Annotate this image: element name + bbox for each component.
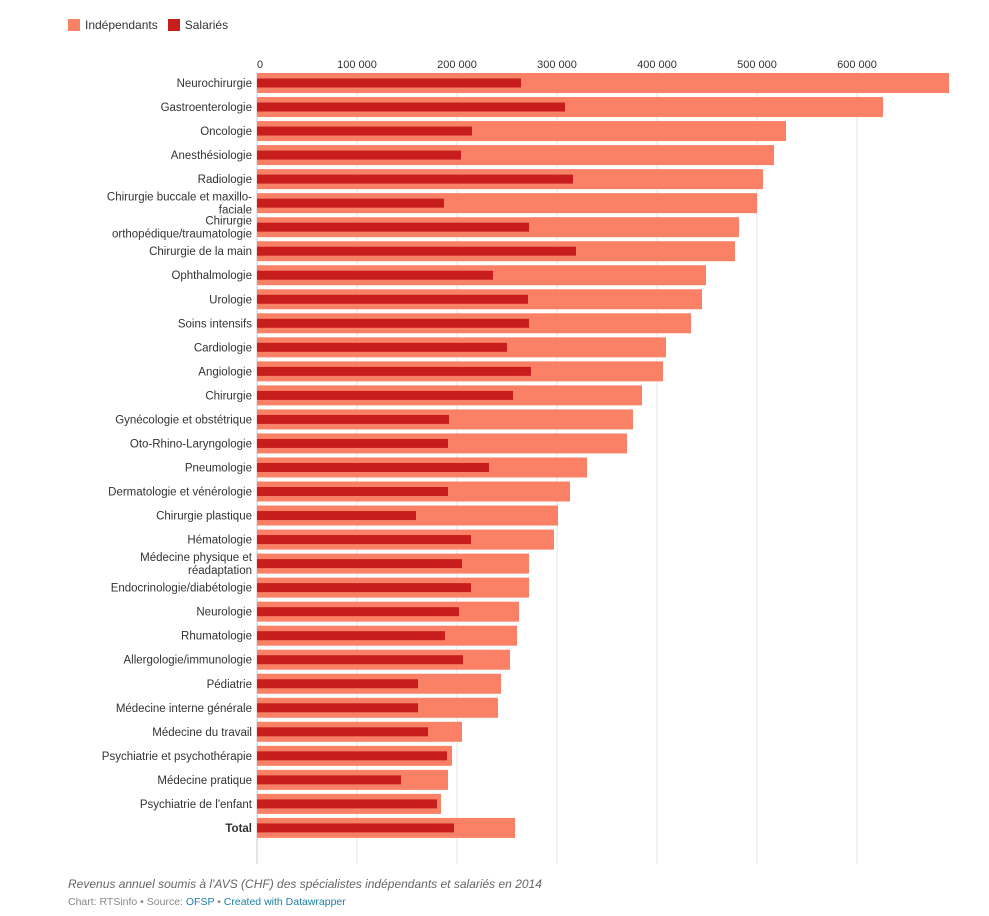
source-link[interactable]: OFSP — [185, 896, 215, 908]
legend-item-independants: Indépendants — [68, 18, 158, 32]
bar-salaries-chirurgie-plastique — [257, 511, 416, 521]
y-tick-label-chirurgie-plastique: Chirurgie plastique — [156, 511, 252, 523]
y-tick-label-pediatrie: Pédiatrie — [207, 679, 252, 691]
y-tick-label-gynecologie-et-obstetrique: Gynécologie et obstétrique — [115, 414, 252, 426]
bar-salaries-total — [257, 823, 454, 833]
x-tick-label-5: 500 000 — [737, 59, 777, 71]
x-tick-label-0: 0 — [257, 59, 263, 71]
y-tick-label-cardiologie: Cardiologie — [194, 342, 252, 354]
chart-credits: Chart: RTSinfo • Source: OFSP • Created … — [68, 896, 346, 908]
bar-salaries-chirurgie-buccale-et-maxillo-faciale — [257, 198, 444, 208]
bar-salaries-gynecologie-et-obstetrique — [257, 414, 449, 424]
bar-salaries-dermatologie-et-venerologie — [257, 487, 448, 497]
x-tick-label-6: 600 000 — [837, 59, 877, 71]
bar-chart: 0 100 000 200 000 300 000 400 000 500 000 600 … — [102, 59, 949, 864]
y-tick-label-endocrinologie-diabetologie: Endocrinologie/diabétologie — [111, 583, 252, 595]
bar-salaries-allergologie-immunologie — [257, 655, 463, 665]
chart-legend: Indépendants Salariés — [68, 15, 238, 35]
bar-independants-gastroenterologie — [257, 97, 883, 118]
bar-salaries-chirurgie — [257, 390, 513, 400]
bar-salaries-gastroenterologie — [257, 102, 565, 112]
bar-independants-chirurgie-buccale-et-maxillo-faciale — [257, 193, 757, 214]
bar-salaries-chirurgie-de-la-main — [257, 246, 576, 256]
bar-independants-neurochirurgie — [257, 73, 949, 93]
bar-salaries-medecine-du-travail — [257, 727, 428, 737]
legend-item-salaries: Salariés — [167, 18, 229, 32]
x-tick-label-4: 400 000 — [637, 59, 677, 71]
legend-swatch-independants — [68, 19, 80, 31]
bar-salaries-angiologie — [257, 366, 531, 376]
x-tick-label-3: 300 000 — [537, 59, 577, 71]
y-tick-label-psychiatrie-de-l-enfant: Psychiatrie de l'enfant — [140, 799, 253, 811]
bar-salaries-chirurgie-orthopedique-traumatologie — [257, 222, 529, 232]
y-tick-label-urologie: Urologie — [209, 294, 252, 306]
bar-salaries-ophthalmologie — [257, 270, 493, 280]
y-tick-label-pneumologie: Pneumologie — [185, 462, 252, 474]
y-tick-label-dermatologie-et-venerologie: Dermatologie et vénérologie — [108, 487, 252, 499]
x-tick-label-1: 100 000 — [337, 59, 377, 71]
bar-salaries-neurologie — [257, 607, 459, 617]
y-tick-label-medecine-pratique: Médecine pratique — [157, 775, 252, 787]
credit-prefix: Chart: RTSinfo • Source: — [68, 896, 186, 908]
y-tick-label-psychiatrie-et-psychotherapie: Psychiatrie et psychothérapie — [102, 751, 252, 763]
y-tick-label-neurologie: Neurologie — [196, 607, 252, 619]
y-tick-label-medecine-physique-et-readaptation: Médecine physique et réadaptation — [140, 552, 253, 577]
bar-salaries-oto-rhino-laryngologie — [257, 438, 448, 448]
x-tick-label-2: 200 000 — [437, 59, 477, 71]
bar-salaries-pediatrie — [257, 679, 418, 689]
y-tick-label-radiologie: Radiologie — [198, 174, 252, 186]
bar-salaries-medecine-physique-et-readaptation — [257, 559, 462, 569]
y-tick-label-chirurgie: Chirurgie — [205, 390, 252, 402]
y-tick-label-anesthesiologie: Anesthésiologie — [171, 150, 252, 162]
legend-label-salaries: Salariés — [184, 18, 229, 32]
bar-salaries-pneumologie — [257, 462, 489, 472]
legend-label-independants: Indépendants — [85, 18, 158, 32]
y-tick-label-angiologie: Angiologie — [198, 366, 252, 378]
y-tick-label-gastroenterologie: Gastroenterologie — [161, 102, 252, 114]
y-tick-label-medecine-du-travail: Médecine du travail — [152, 727, 252, 739]
y-tick-label-neurochirurgie: Neurochirurgie — [177, 78, 252, 90]
bar-salaries-hematologie — [257, 535, 471, 545]
bar-salaries-urologie — [257, 294, 528, 304]
y-tick-label-hematologie: Hématologie — [187, 535, 252, 547]
bar-independants-oncologie — [257, 121, 786, 142]
bar-salaries-soins-intensifs — [257, 318, 529, 328]
bar-salaries-psychiatrie-de-l-enfant — [257, 799, 437, 809]
y-tick-label-total: Total — [225, 823, 252, 835]
y-tick-label-chirurgie-orthopedique-traumatologie: Chirurgie orthopédique/traumatologie — [112, 216, 252, 241]
bar-salaries-medecine-pratique — [257, 775, 401, 785]
bar-salaries-oncologie — [257, 126, 472, 136]
y-tick-label-soins-intensifs: Soins intensifs — [178, 318, 252, 330]
y-tick-label-rhumatologie: Rhumatologie — [181, 631, 252, 643]
legend-swatch-salaries — [167, 19, 180, 31]
datawrapper-link[interactable]: Created with Datawrapper — [223, 896, 346, 908]
bar-salaries-endocrinologie-diabetologie — [257, 583, 471, 593]
bar-salaries-rhumatologie — [257, 631, 445, 641]
bar-salaries-medecine-interne-generale — [257, 703, 418, 713]
y-tick-label-medecine-interne-generale: Médecine interne générale — [116, 703, 252, 715]
bar-salaries-cardiologie — [257, 342, 507, 352]
bar-salaries-neurochirurgie — [257, 78, 521, 88]
y-tick-label-allergologie-immunologie: Allergologie/immunologie — [124, 655, 253, 667]
bar-salaries-radiologie — [257, 174, 573, 184]
credit-separator: • — [214, 896, 224, 908]
y-tick-label-oto-rhino-laryngologie: Oto-Rhino-Laryngologie — [130, 438, 252, 450]
bar-independants-anesthesiologie — [257, 145, 774, 166]
y-tick-label-oncologie: Oncologie — [200, 126, 252, 138]
y-tick-label-ophthalmologie: Ophthalmologie — [171, 270, 252, 282]
bar-salaries-psychiatrie-et-psychotherapie — [257, 751, 447, 761]
y-tick-label-chirurgie-buccale-et-maxillo-faciale: Chirurgie buccale et maxillo-faciale — [107, 192, 252, 217]
bar-salaries-anesthesiologie — [257, 150, 461, 160]
chart-caption: Revenus annuel soumis à l'AVS (CHF) des … — [68, 877, 542, 891]
y-tick-label-chirurgie-de-la-main: Chirurgie de la main — [149, 246, 252, 258]
